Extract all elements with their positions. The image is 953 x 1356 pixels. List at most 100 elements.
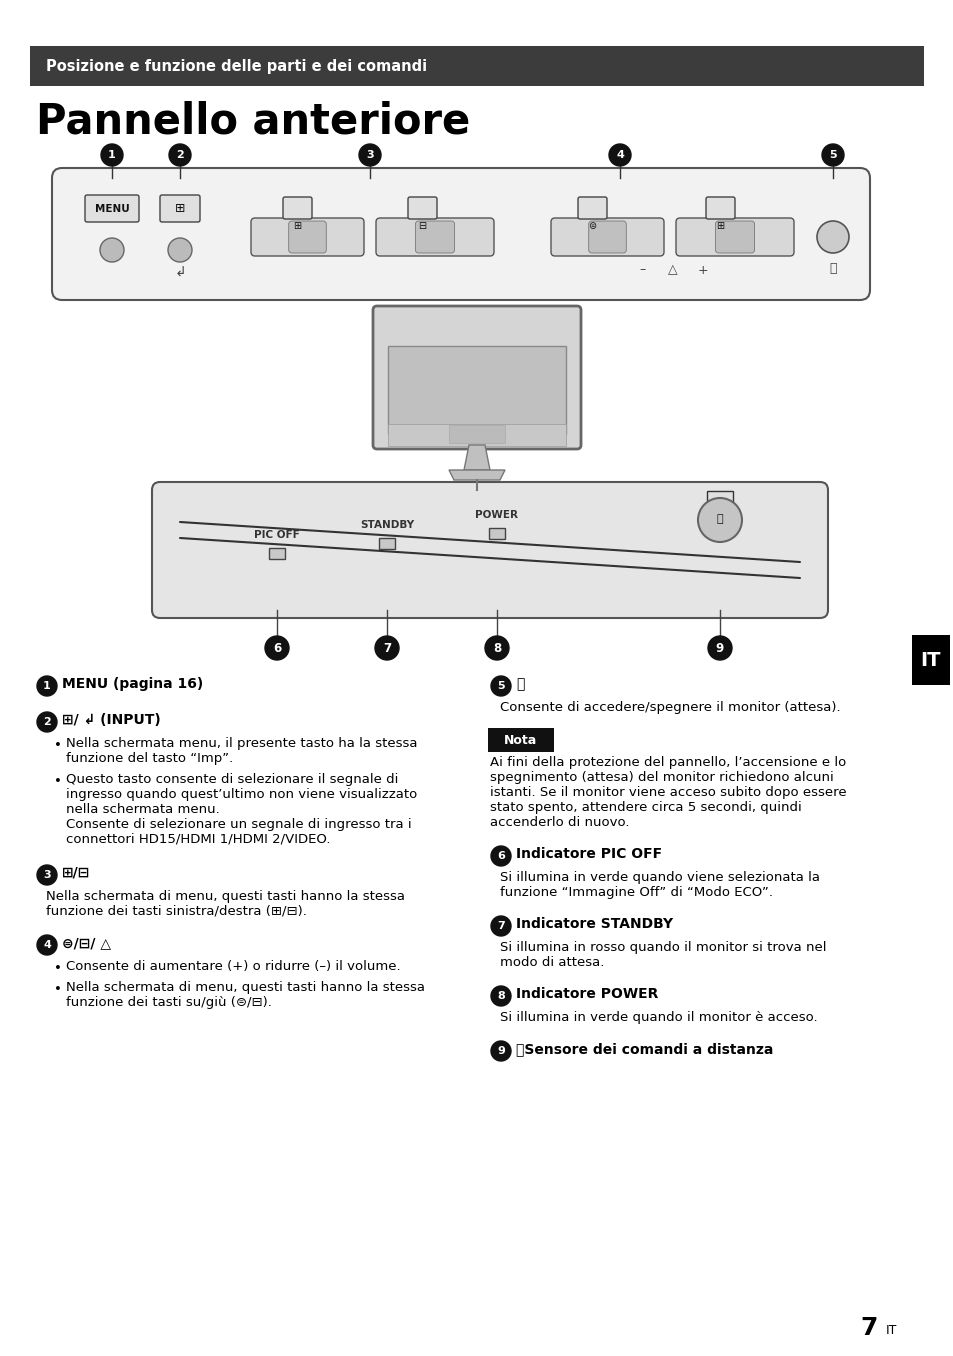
- Text: 9: 9: [715, 641, 723, 655]
- FancyBboxPatch shape: [30, 46, 923, 85]
- FancyBboxPatch shape: [269, 548, 285, 559]
- FancyBboxPatch shape: [488, 728, 554, 753]
- Polygon shape: [463, 445, 490, 471]
- Text: ⊞: ⊞: [294, 221, 301, 231]
- Circle shape: [484, 636, 509, 660]
- Text: 7: 7: [860, 1317, 877, 1340]
- Circle shape: [491, 1041, 511, 1060]
- Circle shape: [491, 677, 511, 696]
- Text: Si illumina in verde quando il monitor è acceso.: Si illumina in verde quando il monitor è…: [499, 1012, 817, 1024]
- FancyBboxPatch shape: [676, 218, 793, 256]
- FancyBboxPatch shape: [588, 221, 625, 254]
- Text: ⏻: ⏻: [828, 262, 836, 274]
- FancyBboxPatch shape: [911, 635, 949, 685]
- Text: Nella schermata di menu, questi tasti hanno la stessa
funzione dei tasti sinistr: Nella schermata di menu, questi tasti ha…: [46, 890, 405, 918]
- Text: Nota: Nota: [504, 734, 537, 747]
- Circle shape: [491, 917, 511, 936]
- Text: 4: 4: [616, 151, 623, 160]
- Text: STANDBY: STANDBY: [359, 519, 414, 530]
- Circle shape: [608, 144, 630, 165]
- Text: IT: IT: [885, 1323, 897, 1337]
- Text: 7: 7: [497, 921, 504, 932]
- Circle shape: [101, 144, 123, 165]
- FancyBboxPatch shape: [160, 195, 200, 222]
- Text: Si illumina in rosso quando il monitor si trova nel
modo di attesa.: Si illumina in rosso quando il monitor s…: [499, 941, 825, 970]
- Circle shape: [698, 498, 741, 542]
- Text: 5: 5: [497, 681, 504, 692]
- FancyBboxPatch shape: [551, 218, 663, 256]
- Text: ⊞: ⊞: [174, 202, 185, 216]
- Text: MENU (pagina 16): MENU (pagina 16): [62, 677, 203, 692]
- FancyBboxPatch shape: [152, 481, 827, 618]
- Text: ⊜: ⊜: [588, 221, 596, 231]
- FancyBboxPatch shape: [251, 218, 364, 256]
- FancyBboxPatch shape: [289, 221, 326, 254]
- Circle shape: [491, 986, 511, 1006]
- Text: Questo tasto consente di selezionare il segnale di
ingresso quando quest’ultimo : Questo tasto consente di selezionare il …: [66, 773, 416, 846]
- Text: Nella schermata menu, il presente tasto ha la stessa
funzione del tasto “Imp”.: Nella schermata menu, il presente tasto …: [66, 738, 417, 765]
- Circle shape: [265, 636, 289, 660]
- FancyBboxPatch shape: [705, 197, 734, 220]
- Circle shape: [169, 144, 191, 165]
- Text: ⊞/⊟: ⊞/⊟: [62, 866, 91, 880]
- FancyBboxPatch shape: [85, 195, 139, 222]
- Circle shape: [37, 677, 57, 696]
- Circle shape: [375, 636, 398, 660]
- Text: •: •: [54, 961, 62, 975]
- Text: △: △: [667, 263, 677, 277]
- Text: •: •: [54, 776, 62, 788]
- FancyBboxPatch shape: [489, 527, 504, 538]
- Text: Si illumina in verde quando viene selezionata la
funzione “Immagine Off” di “Mod: Si illumina in verde quando viene selezi…: [499, 871, 820, 899]
- Circle shape: [707, 636, 731, 660]
- Text: •: •: [54, 739, 62, 753]
- FancyBboxPatch shape: [375, 218, 494, 256]
- FancyBboxPatch shape: [52, 168, 869, 300]
- Text: 1: 1: [43, 681, 51, 692]
- Text: ⏻: ⏻: [516, 677, 524, 692]
- Text: 5: 5: [828, 151, 836, 160]
- Text: ↲: ↲: [174, 266, 186, 279]
- Text: Nella schermata di menu, questi tasti hanno la stessa
funzione dei tasti su/giù : Nella schermata di menu, questi tasti ha…: [66, 980, 424, 1009]
- FancyBboxPatch shape: [388, 424, 565, 446]
- FancyBboxPatch shape: [416, 221, 454, 254]
- FancyBboxPatch shape: [388, 346, 565, 434]
- FancyBboxPatch shape: [715, 221, 754, 254]
- FancyBboxPatch shape: [283, 197, 312, 220]
- Text: PIC OFF: PIC OFF: [253, 530, 299, 540]
- Text: Ⓡ: Ⓡ: [716, 514, 722, 523]
- Circle shape: [37, 712, 57, 732]
- Circle shape: [37, 936, 57, 955]
- Text: 2: 2: [43, 717, 51, 727]
- Text: 3: 3: [366, 151, 374, 160]
- Circle shape: [816, 221, 848, 254]
- Text: ⊜/⊟/ △: ⊜/⊟/ △: [62, 936, 111, 951]
- Text: ⊟: ⊟: [418, 221, 426, 231]
- Text: Consente di aumentare (+) o ridurre (–) il volume.: Consente di aumentare (+) o ridurre (–) …: [66, 960, 400, 974]
- Text: 7: 7: [382, 641, 391, 655]
- Text: 4: 4: [43, 940, 51, 951]
- Text: Indicatore STANDBY: Indicatore STANDBY: [516, 917, 673, 932]
- Circle shape: [821, 144, 843, 165]
- Text: Consente di accedere/spegnere il monitor (attesa).: Consente di accedere/spegnere il monitor…: [499, 701, 840, 715]
- Text: 6: 6: [273, 641, 281, 655]
- Circle shape: [358, 144, 380, 165]
- Text: Indicatore PIC OFF: Indicatore PIC OFF: [516, 848, 661, 861]
- Text: ⓇSensore dei comandi a distanza: ⓇSensore dei comandi a distanza: [516, 1041, 773, 1056]
- Text: ⊞/ ↲ (INPUT): ⊞/ ↲ (INPUT): [62, 713, 161, 727]
- Text: –: –: [639, 263, 645, 277]
- Text: Pannello anteriore: Pannello anteriore: [36, 100, 470, 142]
- FancyBboxPatch shape: [378, 538, 395, 549]
- Text: 2: 2: [176, 151, 184, 160]
- FancyBboxPatch shape: [449, 424, 504, 443]
- Circle shape: [491, 846, 511, 866]
- Text: •: •: [54, 983, 62, 997]
- FancyBboxPatch shape: [706, 491, 732, 511]
- Text: 1: 1: [108, 151, 115, 160]
- Circle shape: [100, 239, 124, 262]
- Text: +: +: [697, 263, 707, 277]
- Text: Ai fini della protezione del pannello, l’accensione e lo
spegnimento (attesa) de: Ai fini della protezione del pannello, l…: [490, 757, 845, 829]
- FancyBboxPatch shape: [578, 197, 606, 220]
- FancyBboxPatch shape: [373, 306, 580, 449]
- Text: 8: 8: [497, 991, 504, 1001]
- Text: 3: 3: [43, 871, 51, 880]
